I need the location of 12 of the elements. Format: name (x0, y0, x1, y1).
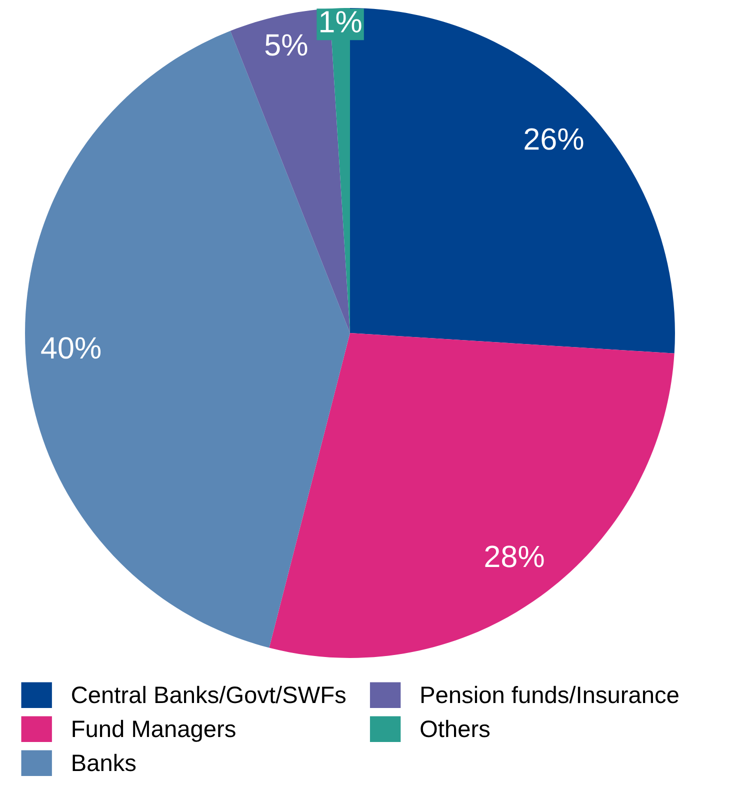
data-label: 40% (41, 337, 101, 359)
data-label: 5% (265, 34, 308, 56)
legend-label: Fund Managers (72, 720, 236, 742)
pie-slice (25, 30, 350, 648)
pie-slice (269, 333, 674, 658)
data-label: 26% (524, 128, 584, 150)
data-label: 28% (485, 546, 544, 568)
legend-label: Central Banks/Govt/SWFs (72, 686, 346, 704)
legend-label: Banks (72, 754, 136, 772)
legend-label: Others (420, 720, 490, 738)
legend-label: Pension funds/Insurance (421, 686, 678, 704)
data-label: 1% (320, 11, 362, 32)
